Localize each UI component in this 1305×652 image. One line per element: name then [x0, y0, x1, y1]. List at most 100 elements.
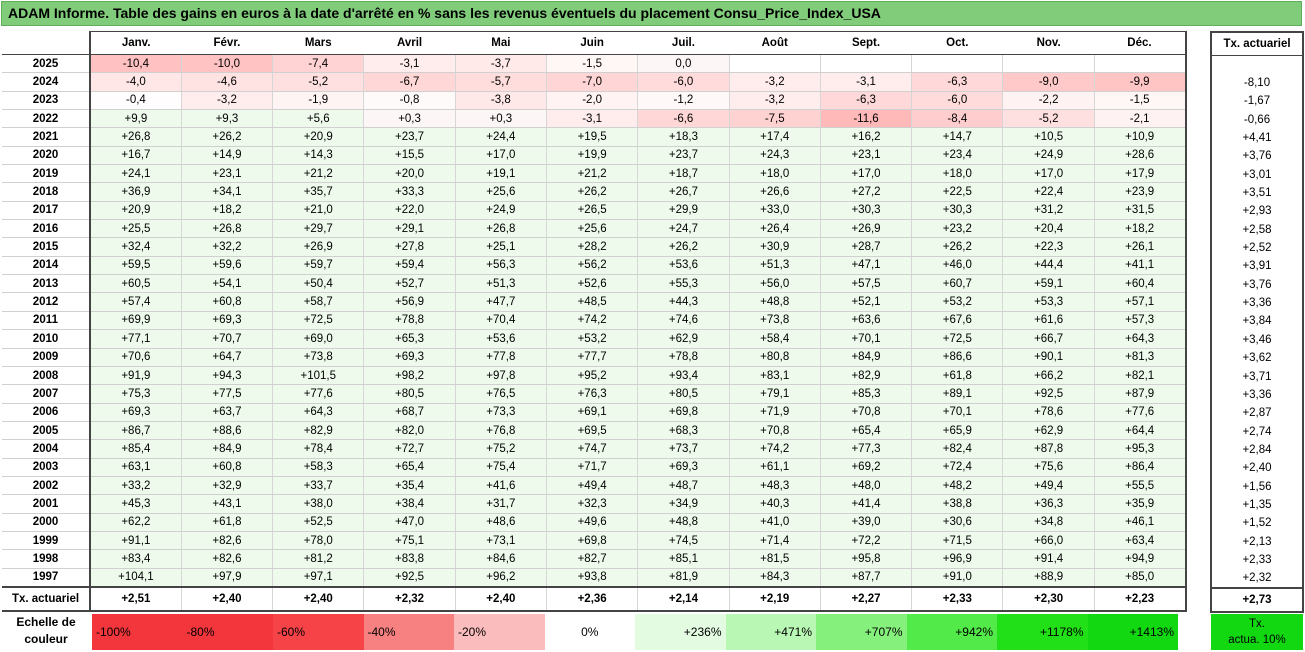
- corner-cell: [2, 31, 91, 55]
- gain-cell: +74,5: [637, 531, 730, 551]
- actuarial-rate-row-label: Tx. actuariel: [2, 585, 91, 612]
- gain-cell: +14,3: [272, 146, 365, 166]
- year-label: 2013: [2, 274, 91, 294]
- gain-cell: +84,6: [455, 549, 547, 569]
- month-header: Mars: [272, 31, 364, 55]
- gain-cell: +29,7: [272, 219, 365, 239]
- table-row: 2001 +45,3 +43,1 +38,0 +38,4 +31,7 +32,3 +34,9 +…: [2, 494, 1187, 514]
- gain-cell: +9,9: [88, 109, 182, 129]
- gain-cell: +83,4: [88, 549, 182, 569]
- gain-cell: +30,3: [820, 201, 913, 221]
- gain-cell: +47,7: [455, 292, 547, 312]
- gain-cell: +69,5: [546, 421, 639, 441]
- table-row: 2002 +33,2 +32,9 +33,7 +35,4 +41,6 +49,4 +48,7 +…: [2, 476, 1187, 496]
- gain-cell: +84,9: [181, 439, 274, 459]
- actuarial-rate-cell: +1,56: [1210, 477, 1304, 497]
- gain-cell: -0,8: [363, 91, 456, 111]
- gain-cell: +62,9: [1002, 421, 1095, 441]
- table-row: 2010 +77,1 +70,7 +69,0 +65,3 +53,6 +53,2 +62,9 +…: [2, 329, 1187, 349]
- actuarial-reference-box: Tx. actua. 10%: [1211, 614, 1303, 650]
- gain-cell: +19,9: [546, 146, 639, 166]
- year-label: 2022: [2, 109, 91, 129]
- table-row: 2007 +75,3 +77,5 +77,6 +80,5 +76,5 +76,3 +80,5 +…: [2, 384, 1187, 404]
- table-row: 2025 -10,4 -10,0 -7,4 -3,1 -3,7 -1,5 0,0: [2, 54, 1187, 74]
- color-scale-label-line1: Echelle de: [16, 615, 76, 629]
- gain-cell: +60,5: [88, 274, 182, 294]
- gain-cell: +93,4: [637, 366, 730, 386]
- gain-cell: +23,1: [820, 146, 913, 166]
- gain-cell: +76,3: [546, 384, 639, 404]
- actuarial-rate-cell: +2,84: [1210, 440, 1304, 460]
- gain-cell: +77,3: [820, 439, 913, 459]
- year-label: 2009: [2, 348, 91, 367]
- table-row: 2012 +57,4 +60,8 +58,7 +56,9 +47,7 +48,5 +44,3 +…: [2, 292, 1187, 312]
- gain-cell: +46,0: [911, 256, 1004, 276]
- gain-cell: +94,3: [181, 366, 274, 386]
- gain-cell: +57,3: [1094, 311, 1187, 331]
- gain-cell: +72,2: [820, 531, 913, 551]
- color-scale-label-line2: couleur: [24, 632, 68, 646]
- gain-cell: +96,2: [455, 568, 547, 588]
- gain-cell: +78,8: [363, 311, 456, 331]
- gain-cell: +78,8: [637, 348, 730, 367]
- gain-cell: +23,9: [1094, 182, 1187, 202]
- gain-cell: +49,6: [546, 513, 639, 532]
- gain-cell: +95,8: [820, 549, 913, 569]
- actuarial-rate-cell: +3,01: [1210, 165, 1304, 185]
- year-label: 2024: [2, 72, 91, 92]
- report-title: ADAM Informe. Table des gains en euros à…: [1, 1, 1302, 26]
- gain-cell: +95,2: [546, 366, 639, 386]
- gain-cell: +18,3: [637, 127, 730, 147]
- gain-cell: +57,1: [1094, 292, 1187, 312]
- monthly-actuarial-rate: +2,14: [637, 585, 730, 612]
- gain-cell: +26,2: [911, 237, 1004, 257]
- table-row: 2016 +25,5 +26,8 +29,7 +29,1 +26,8 +25,6 +24,7 +…: [2, 219, 1187, 239]
- gain-cell: -6,6: [637, 109, 730, 129]
- actuarial-rate-cell: +1,35: [1210, 495, 1304, 515]
- gain-cell: +70,7: [181, 329, 274, 349]
- monthly-actuarial-rate: +2,30: [1002, 585, 1095, 612]
- year-label: 2000: [2, 513, 91, 532]
- gain-cell: +20,0: [363, 164, 456, 184]
- gain-cell: +77,5: [181, 384, 274, 404]
- gain-cell: +70,1: [820, 329, 913, 349]
- gain-cell: +54,1: [181, 274, 274, 294]
- gain-cell: +77,1: [88, 329, 182, 349]
- gain-cell: +69,9: [88, 311, 182, 331]
- gain-cell: -9,9: [1094, 72, 1187, 92]
- gain-cell: +51,3: [729, 256, 821, 276]
- gain-cell: -5,2: [1002, 109, 1095, 129]
- table-row: 2000 +62,2 +61,8 +52,5 +47,0 +48,6 +49,6 +48,8 +…: [2, 513, 1187, 532]
- gain-cell: +46,1: [1094, 513, 1187, 532]
- year-label: 2007: [2, 384, 91, 404]
- gain-cell: +77,8: [455, 348, 547, 367]
- gain-cell: +86,7: [88, 421, 182, 441]
- gain-cell: -3,7: [455, 54, 547, 74]
- gain-cell: +84,9: [820, 348, 913, 367]
- table-row: 2008 +91,9 +94,3 +101,5 +98,2 +97,8 +95,2 +93,4…: [2, 366, 1187, 386]
- gain-cell: +41,1: [1094, 256, 1187, 276]
- gain-cell: +48,0: [820, 476, 913, 496]
- actuarial-rate-cell: +3,36: [1210, 385, 1304, 405]
- gain-cell: +82,4: [911, 439, 1004, 459]
- gain-cell: +78,4: [272, 439, 365, 459]
- gain-cell: +71,5: [911, 531, 1004, 551]
- gain-cell: +26,6: [729, 182, 821, 202]
- gain-cell: +82,7: [546, 549, 639, 569]
- gain-cell: [820, 54, 913, 74]
- monthly-actuarial-rate: +2,40: [181, 585, 274, 612]
- table-row: 2014 +59,5 +59,6 +59,7 +59,4 +56,3 +56,2 +53,6 +…: [2, 256, 1187, 276]
- gain-cell: +41,4: [820, 494, 913, 514]
- gain-cell: -3,8: [455, 91, 547, 111]
- gain-cell: +23,4: [911, 146, 1004, 166]
- gain-cell: +77,6: [1094, 403, 1187, 422]
- gain-cell: +38,0: [272, 494, 365, 514]
- gain-cell: +70,8: [729, 421, 821, 441]
- gain-cell: +53,6: [637, 256, 730, 276]
- gain-cell: -10,0: [181, 54, 274, 74]
- gain-cell: +19,1: [455, 164, 547, 184]
- gain-cell: +26,8: [88, 127, 182, 147]
- gain-cell: +73,3: [455, 403, 547, 422]
- gain-cell: +69,8: [637, 403, 730, 422]
- color-scale-swatch: +707%: [816, 614, 907, 650]
